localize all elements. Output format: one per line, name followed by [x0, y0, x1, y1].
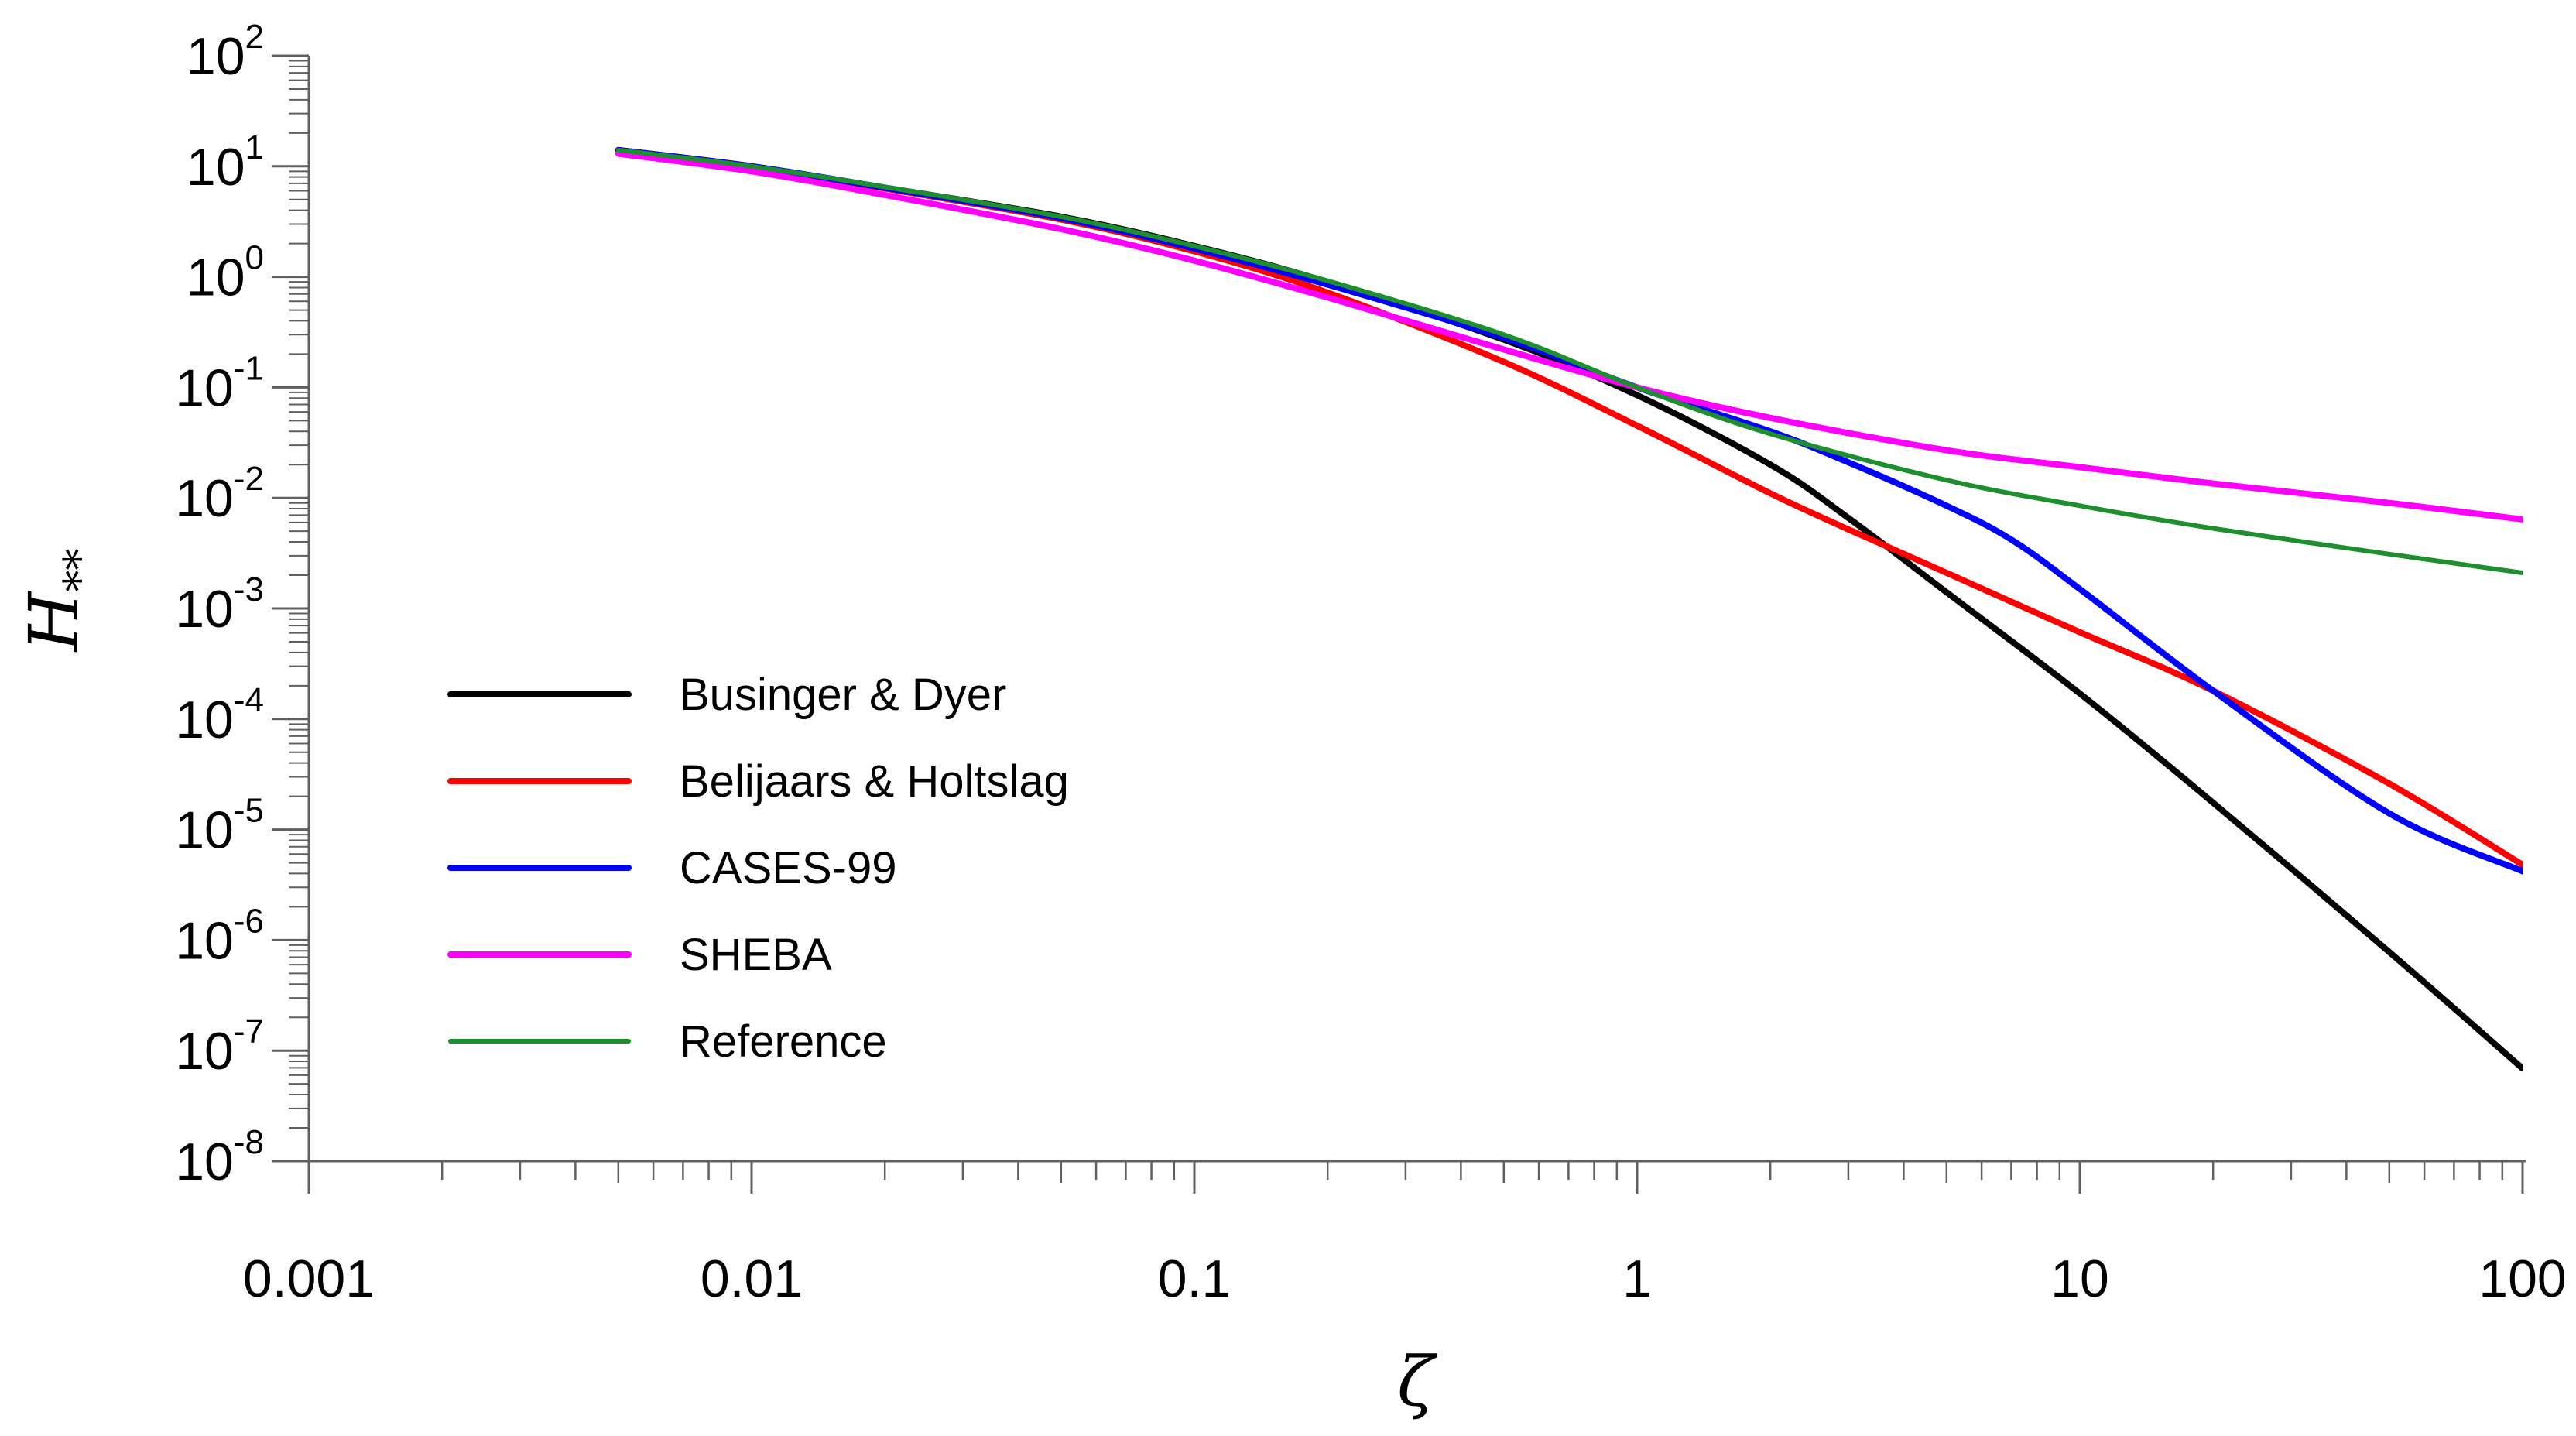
y-tick-label-exponent: -6 [234, 902, 264, 940]
y-tick-label: 10-1 [175, 349, 264, 417]
y-tick-label-base: 10 [175, 691, 234, 749]
legend-label-1: Businger & Dyer [680, 670, 1006, 720]
y-tick-label: 10-7 [175, 1013, 264, 1081]
series-line-5 [615, 147, 2523, 575]
y-axis-title-sub: ** [55, 549, 105, 592]
y-tick-label-base: 10 [175, 1022, 234, 1081]
y-tick-label-exponent: -8 [234, 1123, 264, 1161]
y-tick-label: 102 [187, 18, 264, 86]
legend-label-4: SHEBA [680, 930, 832, 980]
series-line-4 [615, 150, 2523, 523]
y-tick-label-base: 10 [175, 358, 234, 417]
x-tick-label: 0.001 [243, 1249, 375, 1308]
y-tick-label-exponent: 2 [245, 18, 264, 56]
y-tick-label: 10-3 [175, 571, 264, 639]
y-tick-label-base: 10 [175, 580, 234, 639]
y-axis-title-main: H [14, 590, 94, 653]
x-tick-label: 100 [2478, 1249, 2566, 1308]
y-tick-label-base: 10 [175, 801, 234, 860]
x-tick-label: 10 [2050, 1249, 2109, 1308]
y-tick-label: 100 [187, 239, 264, 307]
y-tick-label-exponent: -7 [234, 1013, 264, 1050]
y-tick-label-exponent: 1 [245, 129, 264, 166]
x-tick-label: 1 [1622, 1249, 1652, 1308]
ticks: 0.001 0.01 0.1 1 10 10010210110010-110-210-31… [175, 18, 2567, 1308]
series-line-1 [615, 146, 2523, 1072]
y-tick-label-exponent: -1 [234, 349, 264, 387]
y-tick-label-base: 10 [175, 469, 234, 528]
y-tick-label-base: 10 [187, 248, 245, 307]
axes [307, 56, 2526, 1163]
y-tick-label: 10-6 [175, 902, 264, 970]
series-layer [615, 146, 2523, 1072]
y-tick-label-base: 10 [175, 1133, 234, 1191]
legend-label-5: Reference [680, 1016, 887, 1067]
y-tick-label-base: 10 [175, 911, 234, 970]
y-tick-label: 101 [187, 129, 264, 197]
legend-label-2: Belijaars & Holtslag [680, 756, 1069, 807]
x-tick-label: 0.01 [701, 1249, 803, 1308]
y-axis-title: H** [14, 549, 105, 653]
x-axis-title: ζ [1397, 1342, 1438, 1421]
y-tick-label-base: 10 [187, 27, 245, 86]
y-tick-label-exponent: 0 [245, 239, 264, 277]
y-tick-label-exponent: -2 [234, 460, 264, 498]
y-tick-label-exponent: -5 [234, 792, 264, 830]
y-tick-label-exponent: -4 [234, 681, 264, 719]
y-tick-label-base: 10 [187, 138, 245, 197]
y-tick-label-exponent: -3 [234, 571, 264, 608]
y-tick-label: 10-4 [175, 681, 264, 749]
y-tick-label: 10-2 [175, 460, 264, 528]
legend: Businger & Dyer Belijaars & Holtslag CASES… [447, 670, 1069, 1067]
y-tick-label: 10-8 [175, 1123, 264, 1191]
x-tick-label: 0.1 [1158, 1249, 1231, 1308]
legend-label-3: CASES-99 [680, 843, 896, 893]
y-tick-label: 10-5 [175, 792, 264, 860]
